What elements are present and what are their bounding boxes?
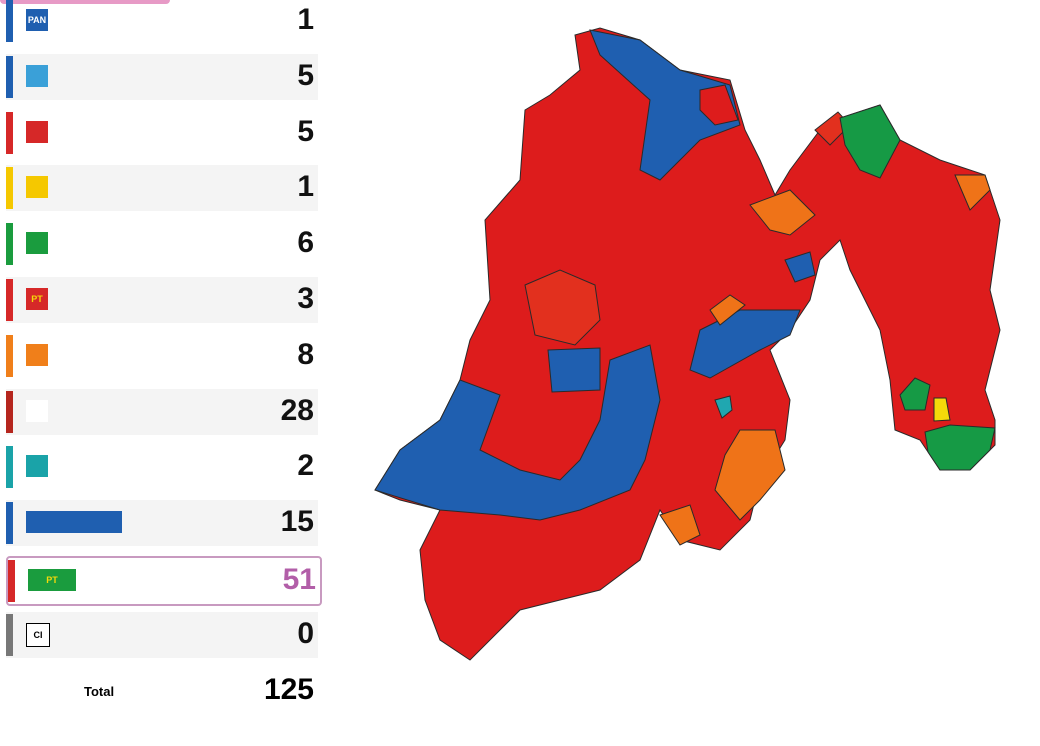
result-row: 5 (6, 53, 318, 100)
party-logo (26, 64, 48, 87)
party-logo: PT (28, 569, 76, 591)
party-color-bar (6, 390, 13, 433)
result-row: CI 0 (6, 611, 318, 658)
party-color-bar (6, 279, 13, 321)
result-row: 5 (6, 110, 318, 156)
region (524, 269, 601, 346)
map (374, 27, 1001, 661)
region (689, 309, 801, 379)
region (659, 504, 701, 546)
party-logo (26, 176, 48, 199)
party-logo: PT (26, 288, 48, 310)
seat-count: 5 (297, 114, 314, 148)
region (784, 251, 816, 283)
party-color-bar (6, 502, 13, 545)
total-value: 125 (263, 673, 314, 706)
region (749, 189, 816, 236)
party-color-bar (6, 613, 13, 656)
top-tab (0, 0, 170, 4)
region (699, 84, 739, 126)
region (589, 29, 741, 181)
region (714, 395, 733, 419)
result-row: 28 (6, 388, 318, 435)
region (709, 294, 746, 326)
party-color-bar (6, 446, 13, 489)
seat-count: 0 (297, 616, 314, 650)
result-row: PT 51 (6, 556, 322, 606)
result-row: 2 (6, 444, 318, 490)
region (547, 347, 601, 393)
party-logo (26, 343, 48, 366)
seat-count: 1 (297, 3, 314, 36)
seat-count: 15 (280, 505, 314, 539)
region (899, 377, 931, 411)
result-row: PT 3 (6, 277, 318, 323)
party-color-bar (6, 111, 13, 154)
total-label: Total (84, 684, 115, 699)
seat-count: 51 (282, 563, 316, 596)
seat-count: 8 (297, 337, 314, 371)
seat-count: 3 (297, 282, 314, 315)
result-row: PAN 1 (6, 0, 318, 44)
seat-count: 5 (297, 58, 314, 92)
party-logo (26, 399, 48, 422)
seat-count: 6 (297, 226, 314, 260)
party-color-bar (6, 167, 13, 210)
party-logo: PAN (26, 9, 48, 31)
seat-count: 28 (280, 393, 314, 427)
region (714, 429, 786, 521)
party-color-bar (6, 223, 13, 266)
party-color-bar (6, 334, 13, 377)
region (839, 104, 901, 179)
party-logo (26, 455, 48, 478)
result-row: 8 (6, 333, 318, 379)
party-color-bar (6, 55, 13, 98)
party-color-bar (8, 560, 15, 602)
result-row: 1 (6, 165, 318, 212)
region (374, 344, 661, 521)
party-logo: CI (26, 622, 50, 647)
party-logo (26, 232, 48, 255)
region (933, 397, 951, 422)
region (954, 174, 991, 211)
seat-count: 2 (297, 449, 314, 483)
result-row: 15 (6, 500, 318, 547)
party-logo (26, 511, 122, 534)
party-color-bar (6, 0, 13, 42)
result-row: 6 (6, 221, 318, 267)
region (924, 424, 996, 471)
party-logo (26, 120, 48, 143)
seat-count: 1 (297, 170, 314, 204)
